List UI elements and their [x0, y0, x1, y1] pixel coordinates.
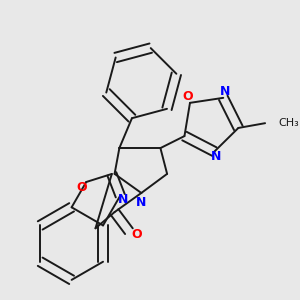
Text: N: N [220, 85, 230, 98]
Text: O: O [131, 227, 142, 241]
Text: N: N [118, 193, 128, 206]
Text: O: O [76, 181, 87, 194]
Text: N: N [211, 150, 221, 163]
Text: O: O [183, 90, 194, 103]
Text: CH₃: CH₃ [278, 118, 299, 128]
Text: N: N [136, 196, 146, 209]
